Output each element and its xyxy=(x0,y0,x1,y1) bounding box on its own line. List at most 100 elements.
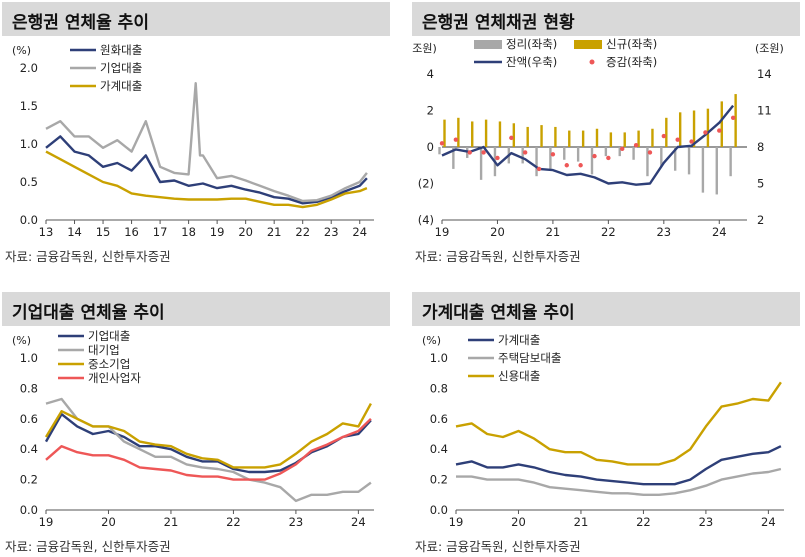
y-tick-label: 0.2 xyxy=(20,473,38,487)
y-tick-label: 1.0 xyxy=(20,137,38,151)
chart-title-bar: 은행권 연체채권 현황 xyxy=(412,2,800,36)
chart-title-bar: 기업대출 연체율 추이 xyxy=(2,292,390,326)
chart-panel-2: 은행권 연체채권 현황 (조원)(조원)420(2)(4)14118521920… xyxy=(412,2,800,264)
bar-mark xyxy=(678,112,682,147)
legend-swatch xyxy=(574,40,602,49)
bar-mark xyxy=(715,147,718,195)
x-tick-label: 22 xyxy=(601,225,616,239)
bar-mark xyxy=(701,147,705,193)
legend-label: 정리(좌축) xyxy=(506,37,557,51)
legend-swatch xyxy=(474,40,502,49)
series-line xyxy=(45,417,372,481)
chart-panel-1: 은행권 연체율 추이 (%) 0.0 0.5 1.0 1.5 2.0 13 14 15 16 17 1… xyxy=(2,2,390,264)
bar-mark xyxy=(729,147,732,177)
y-unit-label: (%) xyxy=(12,44,31,57)
x-tick-label: 23 xyxy=(289,515,304,529)
x-tick-label: 22 xyxy=(226,515,241,529)
x-tick-label: 21 xyxy=(574,515,589,529)
bar-mark xyxy=(540,125,543,147)
chart-svg-bank-delinquency: (%) 0.0 0.5 1.0 1.5 2.0 13 14 15 16 17 18 19 20 21 22 23… xyxy=(12,43,374,239)
bar-mark xyxy=(484,119,488,147)
scatter-point xyxy=(689,139,694,144)
x-tick-label: 19 xyxy=(435,225,450,239)
legend-label: 신용대출 xyxy=(498,369,540,383)
y-tick-label: 0.8 xyxy=(20,381,38,395)
y-tick-label: 0.2 xyxy=(430,473,448,487)
y-tick-label-right: 5 xyxy=(757,177,764,191)
bar-mark xyxy=(512,123,516,147)
series-line xyxy=(44,403,372,469)
series-line xyxy=(45,397,372,503)
x-tick-label: 18 xyxy=(181,225,196,239)
chart-title: 은행권 연체율 추이 xyxy=(12,13,149,33)
x-tick-label: 20 xyxy=(490,225,505,239)
legend-label: 원화대출 xyxy=(100,43,142,57)
x-tick-label: 20 xyxy=(511,515,526,529)
y-tick-label-right: 11 xyxy=(757,104,772,118)
scatter-point xyxy=(730,115,736,121)
x-tick-label: 19 xyxy=(39,515,54,529)
legend-label: 주택담보대출 xyxy=(498,351,561,365)
x-tick-label: 20 xyxy=(101,515,116,529)
chart-svg-bad-loans: (조원)(조원)420(2)(4)1411852192021222324정리(좌… xyxy=(412,37,784,239)
y-tick-label: 0.4 xyxy=(430,442,448,456)
scatter-point xyxy=(592,153,597,159)
y-tick-label: 0.0 xyxy=(20,503,38,517)
chart-source: 자료: 금융감독원, 신한투자증권 xyxy=(415,539,581,554)
bar-mark xyxy=(604,147,608,157)
x-tick-label: 23 xyxy=(324,225,339,239)
x-tick-label: 14 xyxy=(67,225,82,239)
legend-label: 가계대출 xyxy=(100,79,142,93)
x-tick-label: 21 xyxy=(546,225,561,239)
y-unit-label: (%) xyxy=(422,334,441,347)
bar-mark xyxy=(535,147,538,177)
y-tick-label: 2.0 xyxy=(20,61,38,75)
y-tick-label: 4 xyxy=(427,67,434,81)
bar-mark xyxy=(734,94,737,147)
bar-mark xyxy=(632,147,635,160)
bar-mark xyxy=(443,119,446,147)
x-tick-label: 17 xyxy=(153,225,168,239)
bar-mark xyxy=(651,128,654,147)
scatter-point xyxy=(550,152,556,157)
y-tick-label-right: 8 xyxy=(757,140,764,154)
bar-mark xyxy=(479,147,483,180)
bar-mark xyxy=(471,121,474,147)
scatter-point xyxy=(564,163,569,168)
legend-label: 가계대출 xyxy=(498,333,540,347)
bar-mark xyxy=(526,126,529,147)
series-line xyxy=(456,467,782,496)
y-tick-label: 0.6 xyxy=(20,412,38,426)
bar-mark xyxy=(452,147,455,169)
bar-mark xyxy=(673,147,677,171)
series-line xyxy=(45,135,368,205)
y-tick-label: 2 xyxy=(427,104,434,118)
chart-title: 은행권 연체채권 현황 xyxy=(422,13,575,33)
legend-label: 신규(좌축) xyxy=(606,37,657,51)
bar-mark xyxy=(609,132,613,147)
series-line xyxy=(45,82,368,203)
scatter-point xyxy=(578,163,583,168)
chart-panel-4: 가계대출 연체율 추이 (%) 1.0 0.8 0.6 0.4 0.2 0.0 19 20 21 2… xyxy=(412,292,800,554)
scatter-point xyxy=(453,137,459,142)
scatter-point xyxy=(509,135,514,141)
x-tick-label: 13 xyxy=(39,225,54,239)
bar-mark xyxy=(646,147,649,177)
scatter-point xyxy=(467,150,472,155)
scatter-point xyxy=(495,155,500,161)
chart-svg-household-delinquency: (%) 1.0 0.8 0.6 0.4 0.2 0.019 20 21 22 23 24 가계대출주택담… xyxy=(422,333,784,529)
x-tick-label: 22 xyxy=(295,225,310,239)
y-tick-label-right: 2 xyxy=(757,213,764,227)
bar-mark xyxy=(637,130,640,147)
bar-mark xyxy=(438,147,441,155)
scatter-point xyxy=(439,141,445,146)
bar-mark xyxy=(563,147,566,160)
chart-title: 기업대출 연체율 추이 xyxy=(12,303,165,323)
chart-source: 자료: 금융감독원, 신한투자증권 xyxy=(5,249,171,264)
scatter-point xyxy=(633,142,639,148)
scatter-point xyxy=(620,146,625,152)
series-line xyxy=(455,445,782,486)
y-tick-label: 1.0 xyxy=(20,351,38,365)
bar-mark xyxy=(554,126,557,147)
bar-mark xyxy=(706,108,710,147)
